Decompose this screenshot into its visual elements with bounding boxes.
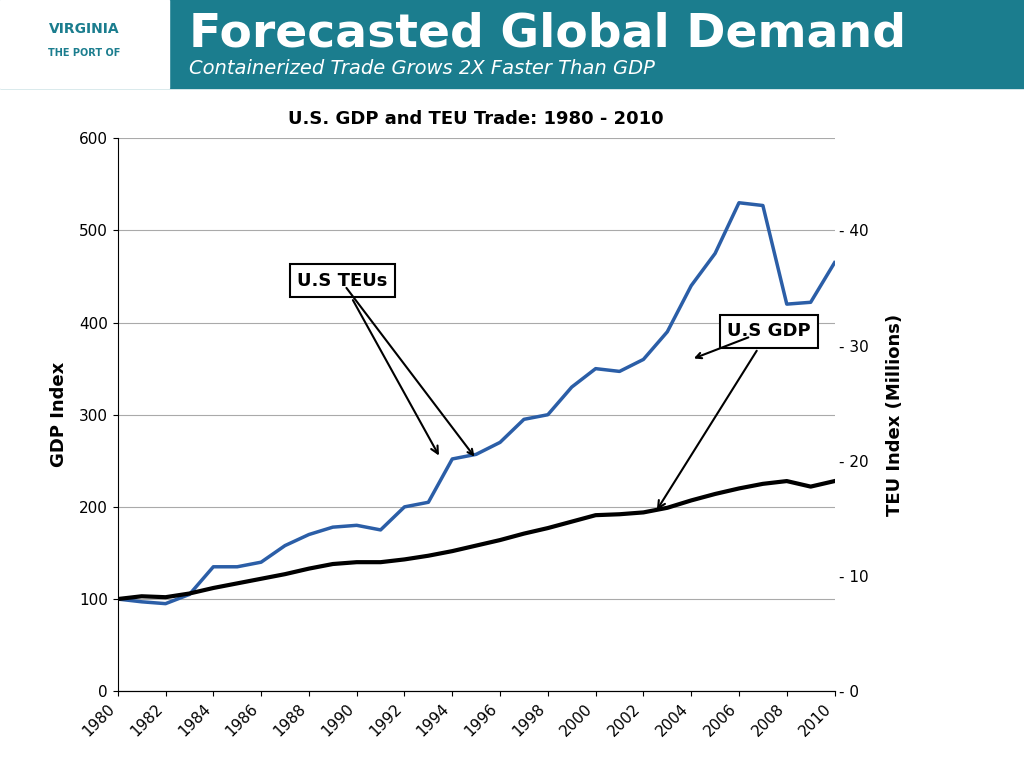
Text: Containerized Trade Grows 2X Faster Than GDP: Containerized Trade Grows 2X Faster Than…	[189, 59, 655, 78]
Text: Forecasted Global Demand: Forecasted Global Demand	[189, 11, 906, 56]
Text: THE PORT OF: THE PORT OF	[48, 48, 121, 58]
Text: VIRGINIA: VIRGINIA	[49, 22, 120, 36]
Title: U.S. GDP and TEU Trade: 1980 - 2010: U.S. GDP and TEU Trade: 1980 - 2010	[289, 111, 664, 128]
Text: U.S TEUs: U.S TEUs	[297, 272, 438, 454]
Y-axis label: GDP Index: GDP Index	[50, 362, 68, 468]
Y-axis label: TEU Index (Millions): TEU Index (Millions)	[886, 313, 904, 516]
Text: U.S GDP: U.S GDP	[658, 323, 811, 508]
